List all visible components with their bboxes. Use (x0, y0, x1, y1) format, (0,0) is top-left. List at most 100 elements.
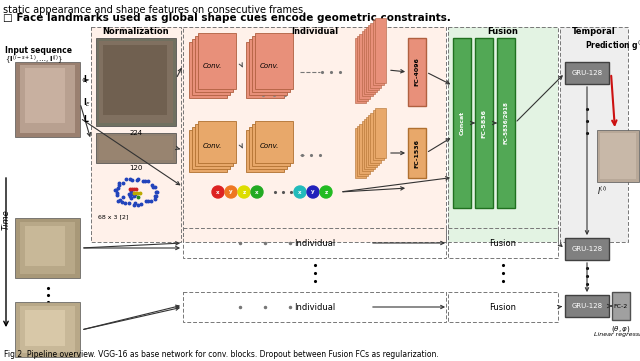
Text: $I^{(i)}$: $I^{(i)}$ (597, 185, 607, 197)
Bar (252, 36, 290, 92)
Text: Conv.: Conv. (203, 62, 222, 69)
Bar (560, 27, 628, 242)
Bar (25, 226, 65, 266)
Bar (15, 302, 80, 357)
Bar (96, 133, 176, 163)
Bar (371, 23, 381, 88)
Bar (355, 128, 366, 178)
Text: y: y (311, 190, 315, 195)
Text: GRU-128: GRU-128 (572, 70, 603, 76)
Text: Individual: Individual (294, 303, 335, 312)
Text: Time: Time (1, 210, 10, 230)
Bar (408, 38, 426, 106)
Bar (448, 228, 558, 258)
Bar (249, 127, 287, 169)
Text: $(\theta, \varphi)$: $(\theta, \varphi)$ (611, 324, 630, 334)
Bar (375, 18, 386, 83)
Text: FC-5836: FC-5836 (481, 109, 486, 138)
Bar (360, 34, 371, 99)
Bar (183, 27, 446, 242)
Bar (198, 33, 236, 89)
Bar (183, 292, 446, 322)
Bar (255, 121, 293, 163)
Text: Prediction $\mathbf{g}^{(i)}$: Prediction $\mathbf{g}^{(i)}$ (585, 39, 640, 53)
Bar (25, 310, 65, 346)
Bar (246, 42, 284, 98)
Bar (368, 115, 379, 165)
Bar (448, 292, 558, 322)
Text: 224: 224 (129, 130, 143, 136)
Bar (198, 121, 236, 163)
Bar (249, 39, 287, 95)
Bar (560, 27, 628, 242)
Text: x: x (298, 190, 301, 195)
Text: FC-4096: FC-4096 (415, 57, 419, 86)
Text: Conv.: Conv. (260, 62, 279, 69)
Text: Fusion: Fusion (490, 303, 516, 312)
Text: $\mathbf{L}$: $\mathbf{L}$ (83, 113, 90, 123)
Text: GRU-128: GRU-128 (572, 246, 603, 252)
Bar (195, 36, 233, 92)
Bar (15, 218, 80, 278)
Text: Conv.: Conv. (203, 144, 222, 149)
Bar (453, 38, 471, 208)
Text: $\mathbf{I}_E$: $\mathbf{I}_E$ (83, 97, 92, 109)
Bar (15, 62, 80, 137)
Bar (25, 68, 65, 123)
Bar (103, 45, 167, 115)
Bar (252, 124, 290, 166)
Bar (195, 124, 233, 166)
Bar (192, 39, 230, 95)
Text: GRU-128: GRU-128 (572, 303, 603, 309)
Bar (371, 113, 381, 162)
Bar (408, 128, 426, 178)
Text: Input sequence: Input sequence (5, 46, 72, 55)
Bar (362, 31, 372, 96)
Bar (372, 110, 383, 160)
Text: Fusion: Fusion (488, 26, 518, 35)
Bar (612, 292, 630, 320)
Text: Linear regression: Linear regression (594, 332, 640, 337)
Bar (375, 108, 386, 158)
Text: FC-1536: FC-1536 (415, 139, 419, 168)
Bar (96, 38, 176, 126)
Bar (91, 27, 181, 242)
Text: y: y (229, 190, 233, 195)
Bar (20, 306, 75, 353)
Bar (364, 119, 375, 169)
Text: z: z (324, 190, 328, 195)
Text: FC-5836/2918: FC-5836/2918 (504, 101, 509, 144)
Text: Individual: Individual (294, 239, 335, 248)
Text: static appearance and shape features on consecutive frames.: static appearance and shape features on … (3, 5, 306, 15)
Bar (99, 41, 173, 123)
Circle shape (238, 186, 250, 198)
Bar (372, 21, 383, 86)
Bar (20, 222, 75, 274)
Bar (448, 27, 558, 242)
Bar (255, 33, 293, 89)
Circle shape (251, 186, 263, 198)
Bar (448, 27, 558, 242)
Bar (597, 130, 639, 182)
Text: 68 x 3 [2]: 68 x 3 [2] (98, 214, 129, 219)
Text: 120: 120 (129, 165, 143, 171)
Bar (20, 65, 75, 133)
Bar (246, 130, 284, 172)
Text: $\mathbf{I}_F$: $\mathbf{I}_F$ (83, 74, 91, 86)
Circle shape (320, 186, 332, 198)
Bar (565, 62, 609, 84)
Bar (360, 123, 371, 174)
Bar (600, 133, 636, 179)
Bar (99, 136, 173, 160)
Bar (189, 130, 227, 172)
Text: Concat: Concat (460, 111, 465, 135)
Bar (368, 25, 379, 90)
Text: Individual: Individual (291, 26, 339, 35)
Text: x: x (216, 190, 220, 195)
Circle shape (225, 186, 237, 198)
Bar (366, 117, 377, 167)
Bar (357, 36, 368, 101)
Bar (565, 238, 609, 260)
Bar (183, 228, 446, 258)
Bar (192, 127, 230, 169)
